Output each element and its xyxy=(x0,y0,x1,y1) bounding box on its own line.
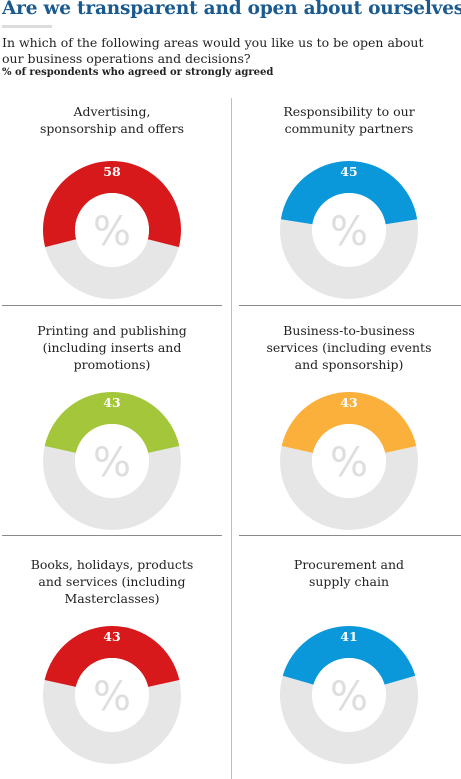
donut-title-line: Business-to-business xyxy=(283,323,415,338)
percent-symbol: % xyxy=(330,440,368,486)
donut-title-line: Masterclasses) xyxy=(64,591,160,606)
donut-remainder-slice xyxy=(280,675,418,764)
chart-question: In which of the following areas would yo… xyxy=(2,35,424,66)
donut-title-line: Books, holidays, products xyxy=(30,557,194,572)
donut-remainder-slice xyxy=(43,445,182,530)
donut-remainder-slice xyxy=(43,679,182,764)
percent-symbol: % xyxy=(93,440,131,486)
donut-hole xyxy=(75,658,149,732)
donut-title-line: (including inserts and xyxy=(42,340,182,355)
percent-symbol: % xyxy=(93,674,131,720)
donut-chart: % 41 xyxy=(280,626,418,764)
donut-value-slice xyxy=(43,161,182,248)
donut-title-line: Procurement and xyxy=(293,557,405,572)
row-divider xyxy=(239,535,461,536)
donut-title-line: Advertising, xyxy=(73,104,151,119)
donut-title: Printing and publishing (including insert… xyxy=(0,322,224,373)
donut-value-slice xyxy=(44,626,180,687)
donut-remainder-slice xyxy=(279,219,418,299)
donut-value-slice xyxy=(281,391,417,453)
donut-panel: Books, holidays, products and services (i… xyxy=(0,556,224,766)
donut-title: Responsibility to our community partners xyxy=(237,103,461,137)
donut-hole xyxy=(312,658,386,732)
donut-value-slice xyxy=(282,626,416,685)
donut-hole xyxy=(75,193,149,267)
donut-value-label: 43 xyxy=(103,395,120,410)
donut-hole xyxy=(312,424,386,498)
donut-chart: % 58 xyxy=(43,161,182,299)
chart-note: % of respondents who agreed or strongly … xyxy=(2,67,274,78)
donut-title-line: supply chain xyxy=(308,574,390,589)
column-divider xyxy=(231,98,232,779)
donut-title: Business-to-business services (including … xyxy=(237,322,461,373)
donut-title: Advertising, sponsorship and offers xyxy=(0,103,224,137)
donut-title-line: and sponsorship) xyxy=(294,357,404,372)
donut-title: Procurement and supply chain xyxy=(237,556,461,590)
donut-panel: Printing and publishing (including insert… xyxy=(0,322,224,532)
donut-panel: Business-to-business services (including … xyxy=(237,322,461,532)
donut-hole xyxy=(312,193,386,267)
donut-value-label: 41 xyxy=(340,629,357,644)
donut-panel: Responsibility to our community partners%… xyxy=(237,103,461,313)
donut-value-label: 43 xyxy=(103,629,120,644)
donut-hole xyxy=(75,424,149,498)
percent-symbol: % xyxy=(93,209,131,255)
donut-chart: % 45 xyxy=(279,161,418,299)
donut-panel: Advertising, sponsorship and offers% 58 xyxy=(0,103,224,313)
row-divider xyxy=(2,305,222,306)
donut-title-line: services (including events xyxy=(266,340,432,355)
donut-value-slice xyxy=(280,161,418,225)
donut-value-label: 58 xyxy=(103,164,121,179)
page-title: Are we transparent and open about oursel… xyxy=(2,0,461,19)
donut-chart: % 43 xyxy=(280,391,418,530)
row-divider xyxy=(2,535,222,536)
donut-value-slice xyxy=(44,391,180,453)
donut-chart: % 43 xyxy=(43,391,182,530)
donut-chart: % 43 xyxy=(43,626,182,764)
row-divider xyxy=(239,305,461,306)
donut-title-line: promotions) xyxy=(73,357,151,372)
percent-symbol: % xyxy=(330,674,368,720)
donut-title: Books, holidays, products and services (i… xyxy=(0,556,224,607)
donut-remainder-slice xyxy=(45,239,179,299)
donut-remainder-slice xyxy=(280,445,418,530)
donut-panel: Procurement and supply chain% 41 xyxy=(237,556,461,766)
donut-title-line: Responsibility to our xyxy=(283,104,415,119)
donut-title-line: sponsorship and offers xyxy=(39,121,185,136)
title-underline xyxy=(2,25,52,28)
percent-symbol: % xyxy=(330,209,368,255)
donut-title-line: Printing and publishing xyxy=(37,323,187,338)
donut-value-label: 43 xyxy=(340,395,357,410)
donut-title-line: and services (including xyxy=(38,574,186,589)
donut-title-line: community partners xyxy=(284,121,414,136)
donut-value-label: 45 xyxy=(340,164,357,179)
